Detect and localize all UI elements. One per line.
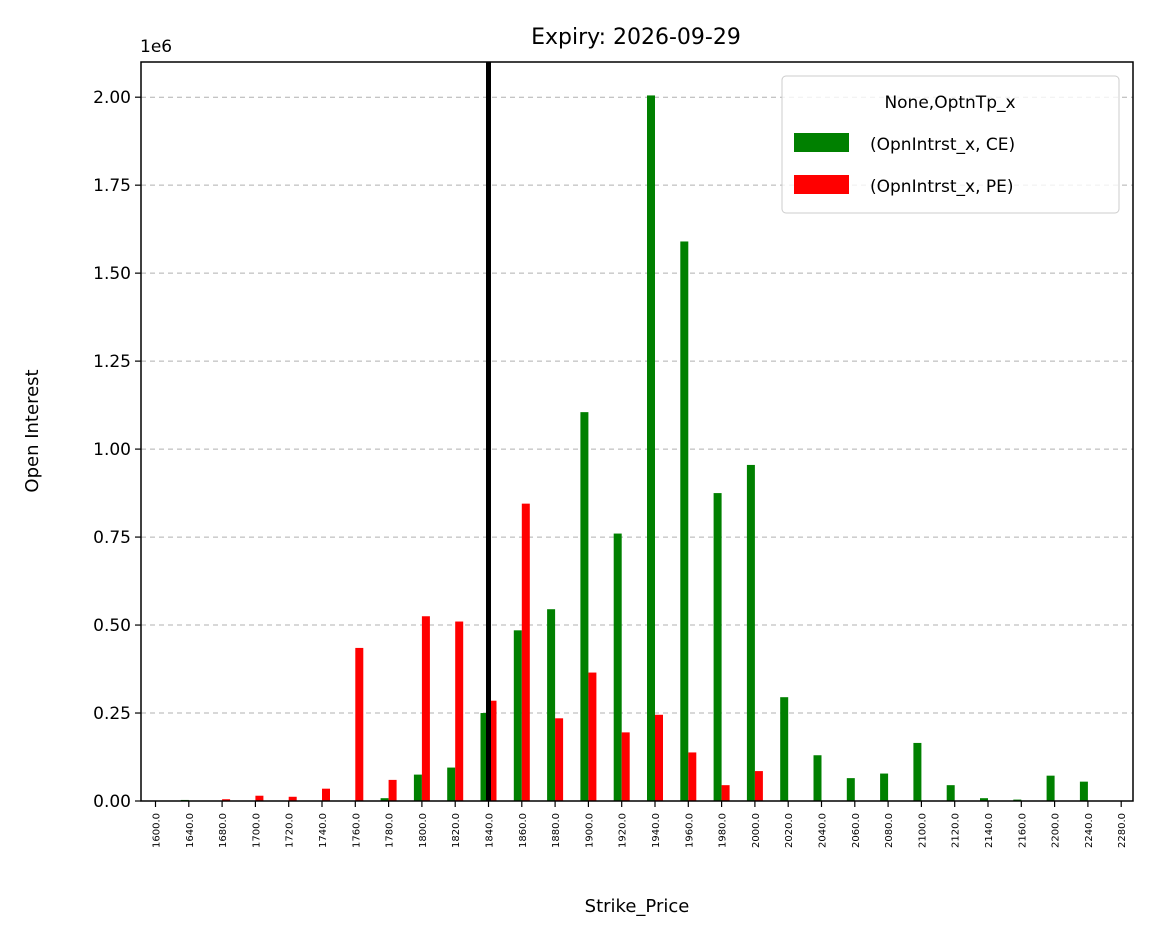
x-tick-label: 2020.0	[784, 813, 795, 848]
x-tick-label: 1680.0	[218, 813, 229, 848]
bar-ce	[613, 533, 622, 801]
y-tick-label: 0.25	[93, 704, 131, 724]
grid-lines	[141, 96, 1133, 714]
x-axis-label: Strike_Price	[585, 896, 690, 917]
bars-group	[180, 95, 1088, 801]
legend-box	[781, 75, 1120, 214]
bar-pe	[555, 718, 564, 801]
bar-pe	[455, 621, 464, 801]
x-tick-label: 1860.0	[518, 813, 529, 848]
bar-pe	[488, 700, 497, 801]
bar-ce	[980, 798, 988, 801]
x-tick-label: 1700.0	[251, 813, 262, 848]
bar-pe	[721, 785, 730, 801]
x-tick-label: 1760.0	[351, 813, 362, 848]
bar-ce	[647, 95, 655, 801]
x-tick-label: 2160.0	[1017, 813, 1028, 848]
x-tick-label: 2100.0	[917, 813, 928, 848]
bar-ce	[880, 773, 889, 801]
bar-pe	[355, 647, 364, 801]
legend-title: None,OptnTp_x	[884, 93, 1015, 113]
x-tick-label: 1880.0	[551, 813, 562, 848]
x-tick-label: 1940.0	[651, 813, 662, 848]
plot-frame	[140, 61, 1134, 802]
bar-ce	[846, 778, 855, 801]
y-tick-label: 1.50	[93, 264, 131, 284]
bar-ce	[813, 755, 822, 801]
bar-ce	[513, 630, 522, 801]
y-tick-label: 0.75	[93, 528, 131, 548]
x-tick-label: 1900.0	[584, 813, 595, 848]
bar-pe	[322, 788, 330, 801]
bar-ce	[413, 774, 422, 801]
bar-pe	[655, 714, 663, 801]
bar-pe	[222, 799, 231, 801]
y-axis-label: Open Interest	[22, 369, 43, 492]
legend-swatch-pe	[794, 175, 849, 194]
y-tick-label: 0.50	[93, 616, 131, 636]
y-tick-label: 0.00	[93, 792, 131, 812]
x-tick-label: 1840.0	[485, 813, 496, 848]
bar-ce	[380, 798, 389, 801]
bar-pe	[621, 732, 630, 801]
bar-ce	[1079, 781, 1088, 801]
bar-ce	[780, 697, 789, 801]
x-tick-label: 1740.0	[318, 813, 329, 848]
bar-ce	[946, 785, 955, 801]
bar-ce	[680, 241, 689, 801]
legend-swatch-ce	[794, 133, 849, 152]
bar-pe	[255, 795, 264, 801]
x-tick-label: 1920.0	[618, 813, 629, 848]
bar-pe	[754, 771, 763, 801]
x-tick-label: 1780.0	[385, 813, 396, 848]
x-tick-label: 2000.0	[751, 813, 762, 848]
bar-pe	[521, 503, 530, 801]
x-tick-label: 2280.0	[1117, 813, 1128, 848]
x-tick-label: 2060.0	[851, 813, 862, 848]
y-tick-label: 1.25	[93, 352, 131, 372]
x-tick-label: 2200.0	[1051, 813, 1062, 848]
x-tick-label: 2140.0	[984, 813, 995, 848]
legend: None,OptnTp_x (OpnIntrst_x, CE) (OpnIntr…	[781, 75, 1120, 214]
x-tick-label: 2240.0	[1084, 813, 1095, 848]
bar-ce	[913, 742, 922, 801]
x-tick-label: 1720.0	[285, 813, 296, 848]
x-tick-label: 1600.0	[152, 813, 163, 848]
x-tick-label: 2040.0	[818, 813, 829, 848]
bar-ce	[746, 464, 755, 801]
y-axis-ticks: 0.00 0.25 0.50 0.75 1.00 1.25 1.50 1.75 2.00	[93, 88, 141, 812]
x-tick-label: 1800.0	[418, 813, 429, 848]
bar-pe	[688, 752, 697, 801]
x-tick-label: 2080.0	[884, 813, 895, 848]
legend-label-ce: (OpnIntrst_x, CE)	[870, 135, 1015, 155]
bar-pe	[421, 616, 430, 801]
legend-label-pe: (OpnIntrst_x, PE)	[870, 177, 1014, 197]
bar-ce	[547, 609, 556, 801]
bar-ce	[713, 493, 722, 801]
y-tick-label: 1.75	[93, 176, 131, 196]
bar-ce	[480, 713, 489, 801]
x-tick-label: 1820.0	[451, 813, 462, 848]
bar-ce	[447, 767, 456, 801]
x-axis-ticks: 1600.0 1640.0 1680.0 1700.0 1720.0 1740.0 1760…	[152, 801, 1128, 848]
bar-pe	[388, 779, 397, 801]
x-tick-label: 1640.0	[185, 813, 196, 848]
x-tick-label: 2120.0	[951, 813, 962, 848]
bar-pe	[288, 796, 297, 801]
chart-title: Expiry: 2026-09-29	[531, 25, 741, 50]
x-tick-label: 1980.0	[718, 813, 729, 848]
x-tick-label: 1960.0	[684, 813, 695, 848]
bar-pe	[588, 672, 597, 801]
y-tick-label: 2.00	[93, 88, 131, 108]
bar-ce	[1046, 775, 1055, 801]
y-tick-label: 1.00	[93, 440, 131, 460]
bar-ce	[580, 412, 589, 801]
y-offset-label: 1e6	[140, 37, 172, 57]
